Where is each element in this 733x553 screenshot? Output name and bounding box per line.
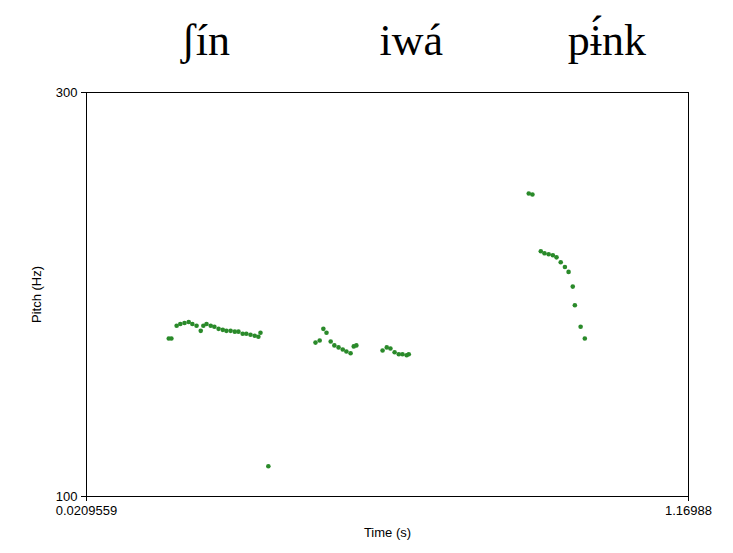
- svg-text:1.16988: 1.16988: [665, 503, 712, 518]
- svg-text:300: 300: [56, 85, 78, 100]
- svg-text:pɨ́nk: pɨ́nk: [568, 15, 646, 65]
- svg-text:iwá: iwá: [380, 16, 444, 65]
- svg-text:100: 100: [56, 489, 78, 504]
- svg-text:Time (s): Time (s): [364, 525, 411, 540]
- svg-text:ʃín: ʃín: [180, 16, 230, 65]
- svg-text:Pitch (Hz): Pitch (Hz): [29, 266, 44, 323]
- svg-text:0.0209559: 0.0209559: [56, 503, 117, 518]
